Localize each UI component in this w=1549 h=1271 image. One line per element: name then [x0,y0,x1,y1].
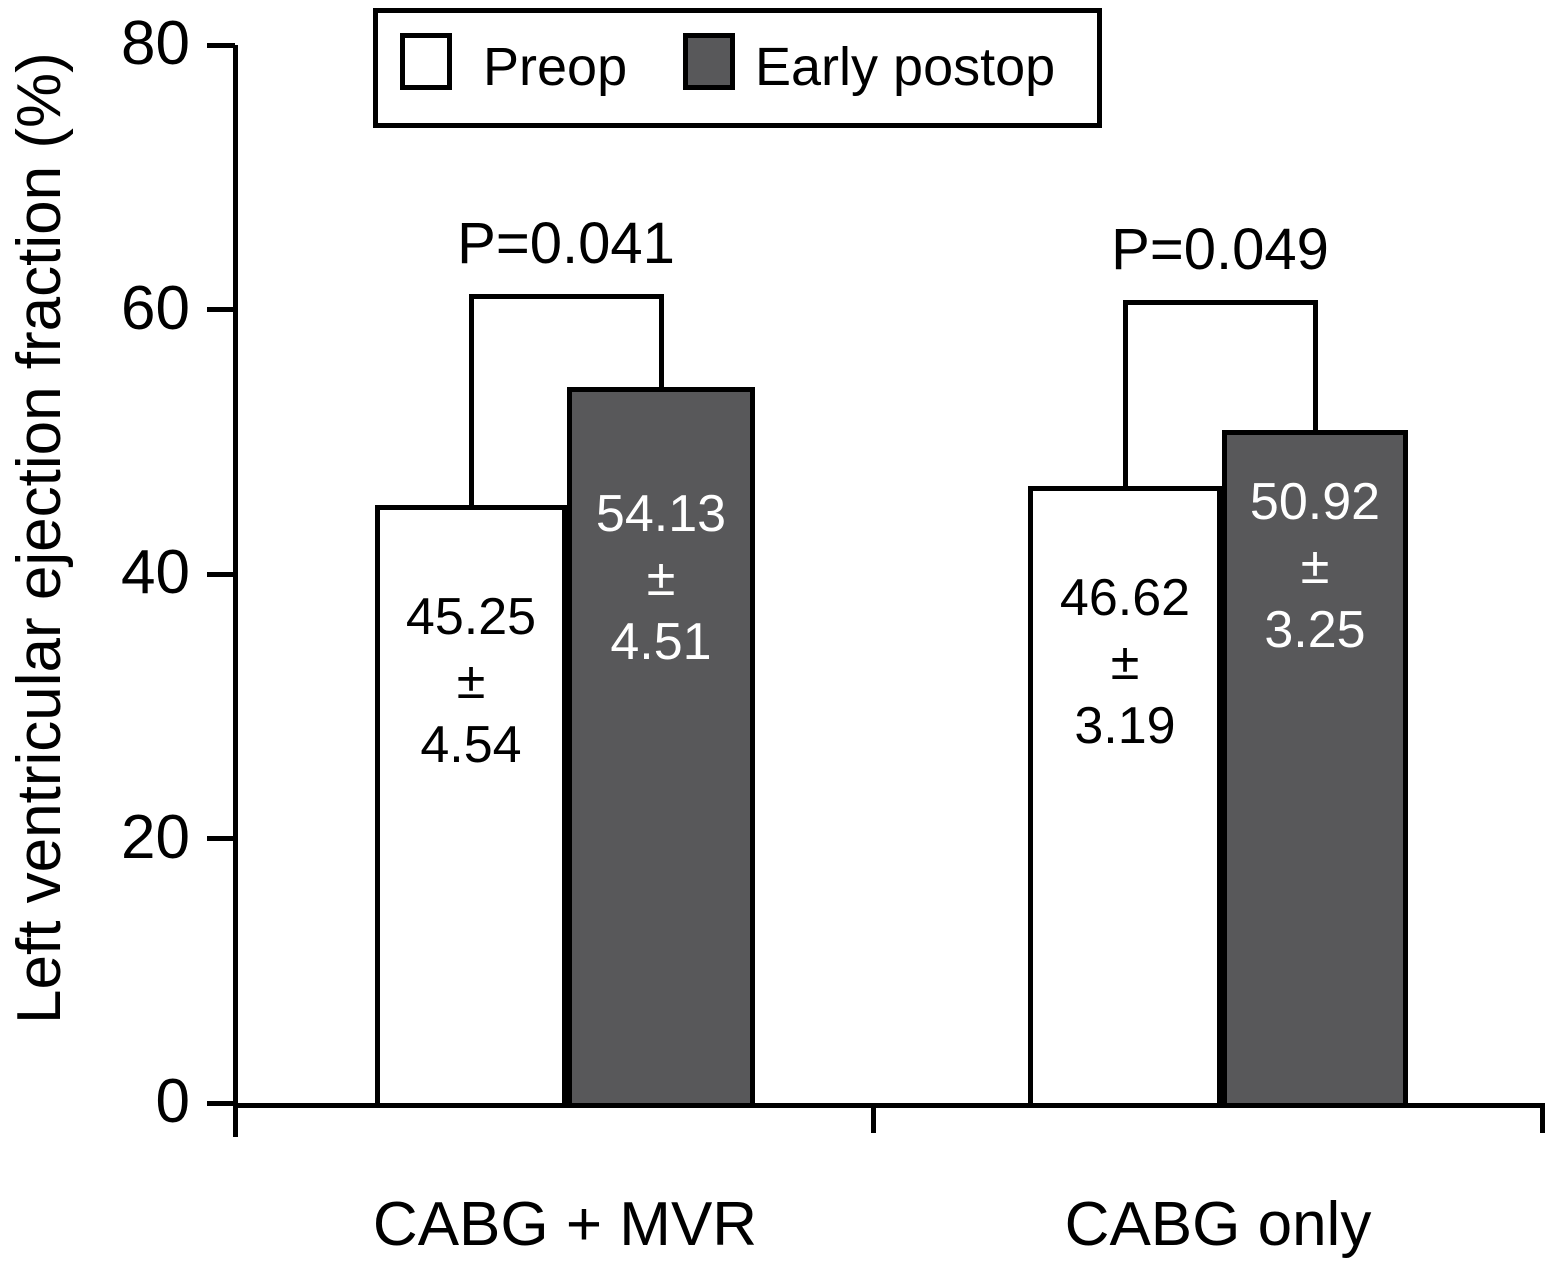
bar-sd-value: 3.19 [1074,697,1176,756]
bracket-horizontal [468,293,664,299]
bar-preop-cabg-only: 46.62 ± 3.19 [1028,486,1222,1108]
plus-minus-symbol: ± [456,651,486,710]
bar-sd-value: 4.51 [610,613,712,672]
bar-value-label: 50.92 ± 3.25 [1227,470,1403,662]
y-tick-label-80: 80 [121,8,190,78]
bracket-right-leg [1312,300,1318,430]
legend-preop-label: Preop [483,36,628,97]
bar-mean-value: 45.25 [405,587,537,646]
plus-minus-symbol: ± [1300,536,1330,595]
legend-preop-swatch-icon [400,33,452,90]
p-value-label: P=0.041 [457,210,675,276]
legend-early-postop-label: Early postop [755,36,1056,97]
y-tick-label-60: 60 [121,273,190,343]
bar-mean-value: 54.13 [595,485,727,544]
bar-early-postop-cabg-only: 50.92 ± 3.25 [1222,429,1408,1108]
y-tick-80 [207,42,235,48]
bar-preop-cabg-mvr: 45.25 ± 4.54 [375,504,567,1108]
y-tick-0 [207,1100,235,1106]
bracket-left-leg [1122,300,1128,487]
legend: Preop Early postop [373,8,1102,128]
y-tick-label-20: 20 [121,802,190,872]
y-axis-line [233,45,238,1137]
bracket-horizontal [1122,300,1318,306]
category-label-cabg-only: CABG only [1064,1190,1372,1259]
bar-value-label: 46.62 ± 3.19 [1033,566,1217,758]
x-axis-end-tick [1540,1103,1545,1133]
bar-early-postop-cabg-mvr: 54.13 ± 4.51 [567,387,755,1108]
p-value-label: P=0.049 [1111,217,1329,283]
bar-sd-value: 4.54 [420,715,522,774]
bar-mean-value: 46.62 [1059,569,1191,628]
y-tick-60 [207,307,235,312]
category-label-cabg-mvr: CABG + MVR [372,1190,758,1259]
bar-value-label: 45.25 ± 4.54 [380,585,562,777]
x-axis-line [233,1103,1545,1108]
bar-sd-value: 3.25 [1264,600,1366,659]
y-tick-label-0: 0 [155,1066,190,1136]
plus-minus-symbol: ± [1110,633,1140,692]
bracket-right-leg [658,293,664,388]
bar-mean-value: 50.92 [1249,472,1381,531]
plus-minus-symbol: ± [646,549,676,608]
x-axis-group-separator-tick [871,1103,876,1133]
bracket-left-leg [468,293,474,505]
y-tick-label-40: 40 [121,537,190,607]
y-tick-20 [207,836,235,841]
y-tick-40 [207,571,235,577]
bar-value-label: 54.13 ± 4.51 [572,482,750,674]
legend-early-postop-swatch-icon [683,33,735,90]
